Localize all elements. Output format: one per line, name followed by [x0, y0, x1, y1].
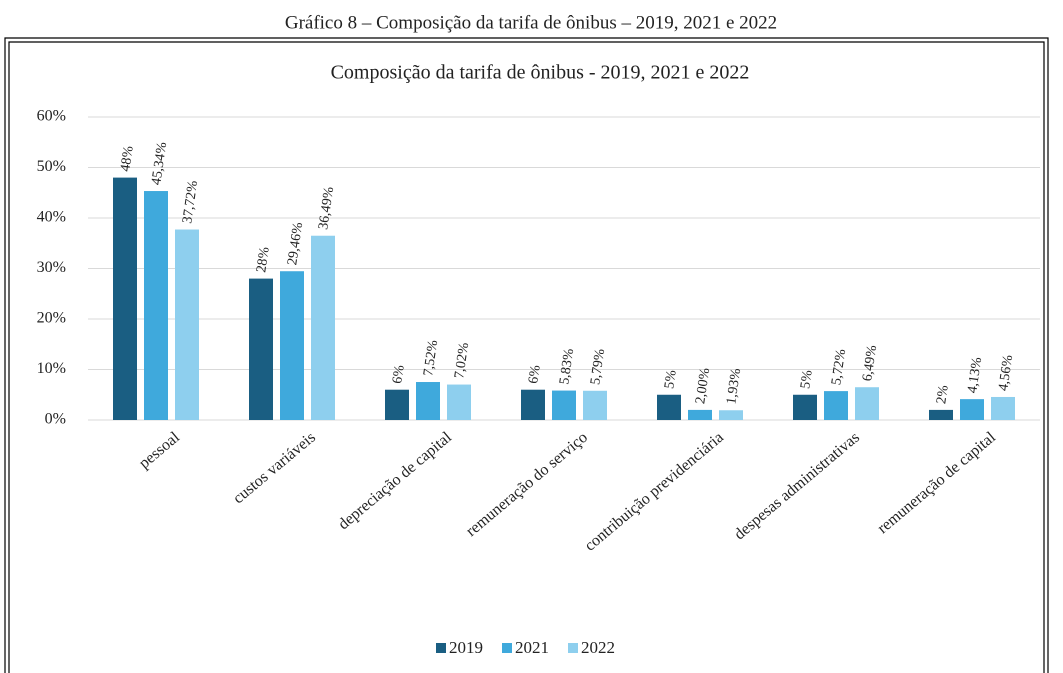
chart-title: Composição da tarifa de ônibus - 2019, 2…: [331, 62, 750, 84]
legend-swatch: [502, 643, 512, 653]
bar: [657, 394, 681, 420]
data-label: 1,93%: [724, 367, 744, 405]
caption: Gráfico 8 – Composição da tarifa de ônib…: [285, 12, 777, 33]
x-tick-label: remuneração de capital: [874, 429, 999, 538]
y-tick-label: 50%: [37, 158, 66, 175]
data-label: 28%: [254, 246, 272, 274]
y-tick-label: 0%: [45, 411, 66, 428]
legend-label: 2022: [581, 638, 615, 657]
data-label: 6,49%: [860, 344, 880, 382]
bar: [688, 409, 712, 420]
data-label: 5,72%: [829, 348, 849, 386]
bar: [793, 394, 817, 420]
legend-label: 2019: [449, 638, 483, 657]
data-label: 4,56%: [996, 354, 1016, 392]
data-label: 5%: [798, 369, 815, 390]
bar: [960, 399, 984, 420]
data-label: 2%: [934, 384, 951, 405]
data-label: 5,79%: [588, 348, 608, 386]
data-label: 36,49%: [316, 186, 337, 231]
frame-outer: [4, 37, 1049, 673]
data-label: 5,83%: [557, 347, 577, 385]
bar: [521, 389, 545, 420]
bar: [144, 191, 168, 420]
data-label: 6%: [390, 364, 407, 385]
bar: [583, 390, 607, 420]
data-label: 4,13%: [965, 356, 985, 394]
x-tick-label: despesas administrativas: [731, 429, 863, 543]
legend-swatch: [568, 643, 578, 653]
legend-label: 2021: [515, 638, 549, 657]
y-tick-label: 10%: [37, 360, 66, 377]
data-label: 2,00%: [693, 367, 713, 405]
bar: [416, 382, 440, 420]
bar: [824, 391, 848, 420]
x-tick-label: remuneração do serviço: [463, 429, 591, 540]
bar: [929, 409, 953, 420]
bar: [552, 390, 576, 420]
data-label: 45,34%: [149, 141, 170, 186]
data-label: 7,02%: [452, 341, 472, 379]
bar: [175, 229, 199, 420]
y-tick-label: 40%: [37, 209, 66, 226]
x-tick-label: contribuição previdenciária: [582, 429, 727, 555]
legend-swatch: [436, 643, 446, 653]
bar: [719, 410, 743, 420]
x-tick-label: pessoal: [136, 429, 183, 473]
frame-inner: [8, 41, 1045, 673]
data-label: 37,72%: [180, 179, 201, 224]
y-tick-label: 30%: [37, 259, 66, 276]
bar: [280, 271, 304, 420]
y-tick-label: 20%: [37, 310, 66, 327]
bar: [447, 384, 471, 420]
bar: [249, 278, 273, 420]
bar: [991, 396, 1015, 420]
x-tick-label: custos variáveis: [230, 429, 319, 507]
data-label: 5%: [662, 369, 679, 390]
data-label: 29,46%: [285, 221, 306, 266]
y-tick-label: 60%: [37, 108, 66, 125]
x-tick-label: depreciação de capital: [335, 428, 455, 533]
data-label: 48%: [118, 145, 136, 173]
bar: [311, 235, 335, 420]
data-label: 6%: [526, 364, 543, 385]
data-label: 7,52%: [421, 339, 441, 377]
bar: [855, 387, 879, 420]
bar: [385, 389, 409, 420]
bar: [113, 177, 137, 420]
